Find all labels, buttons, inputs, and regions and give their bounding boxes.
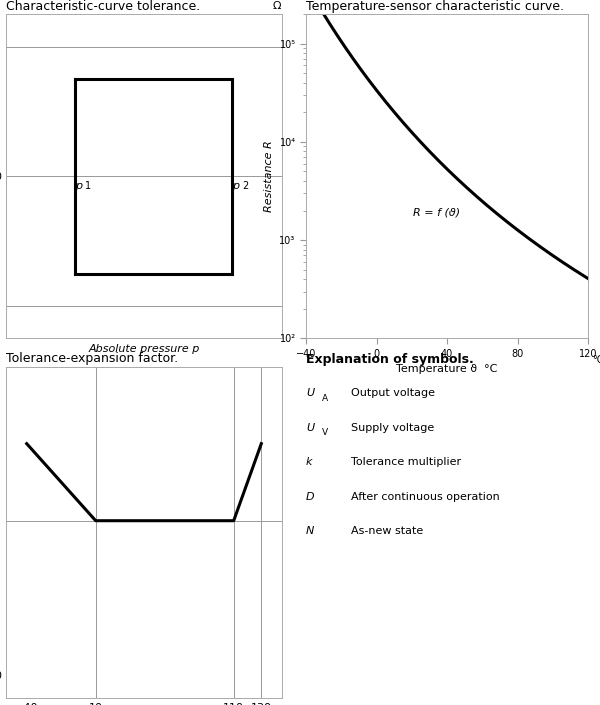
Text: V: V: [322, 429, 328, 438]
Text: N: N: [306, 526, 314, 537]
Text: Temperature-sensor characteristic curve.: Temperature-sensor characteristic curve.: [306, 0, 564, 13]
Text: Tolerance multiplier: Tolerance multiplier: [351, 457, 461, 467]
Y-axis label: Resistance R: Resistance R: [264, 140, 274, 212]
Text: R = f (ϑ): R = f (ϑ): [413, 207, 460, 217]
Text: p: p: [232, 181, 239, 192]
Text: Supply voltage: Supply voltage: [351, 422, 434, 433]
Text: Explanation of symbols.: Explanation of symbols.: [306, 352, 474, 365]
Text: D: D: [306, 491, 314, 502]
Text: 1: 1: [85, 181, 91, 192]
Text: p: p: [75, 181, 82, 192]
Text: U: U: [306, 388, 314, 398]
Text: 2: 2: [242, 181, 248, 192]
Text: k: k: [306, 457, 313, 467]
Text: As-new state: As-new state: [351, 526, 424, 537]
Text: Ω: Ω: [272, 1, 281, 11]
Text: Tolerance-expansion factor.: Tolerance-expansion factor.: [6, 352, 178, 365]
Text: Output voltage: Output voltage: [351, 388, 435, 398]
X-axis label: Absolute pressure p: Absolute pressure p: [88, 344, 200, 354]
Text: °C: °C: [592, 355, 600, 365]
Text: After continuous operation: After continuous operation: [351, 491, 500, 502]
Text: A: A: [322, 394, 328, 403]
X-axis label: Temperature ϑ  °C: Temperature ϑ °C: [397, 364, 497, 374]
Text: U: U: [306, 422, 314, 433]
Text: Characteristic-curve tolerance.: Characteristic-curve tolerance.: [6, 0, 200, 13]
